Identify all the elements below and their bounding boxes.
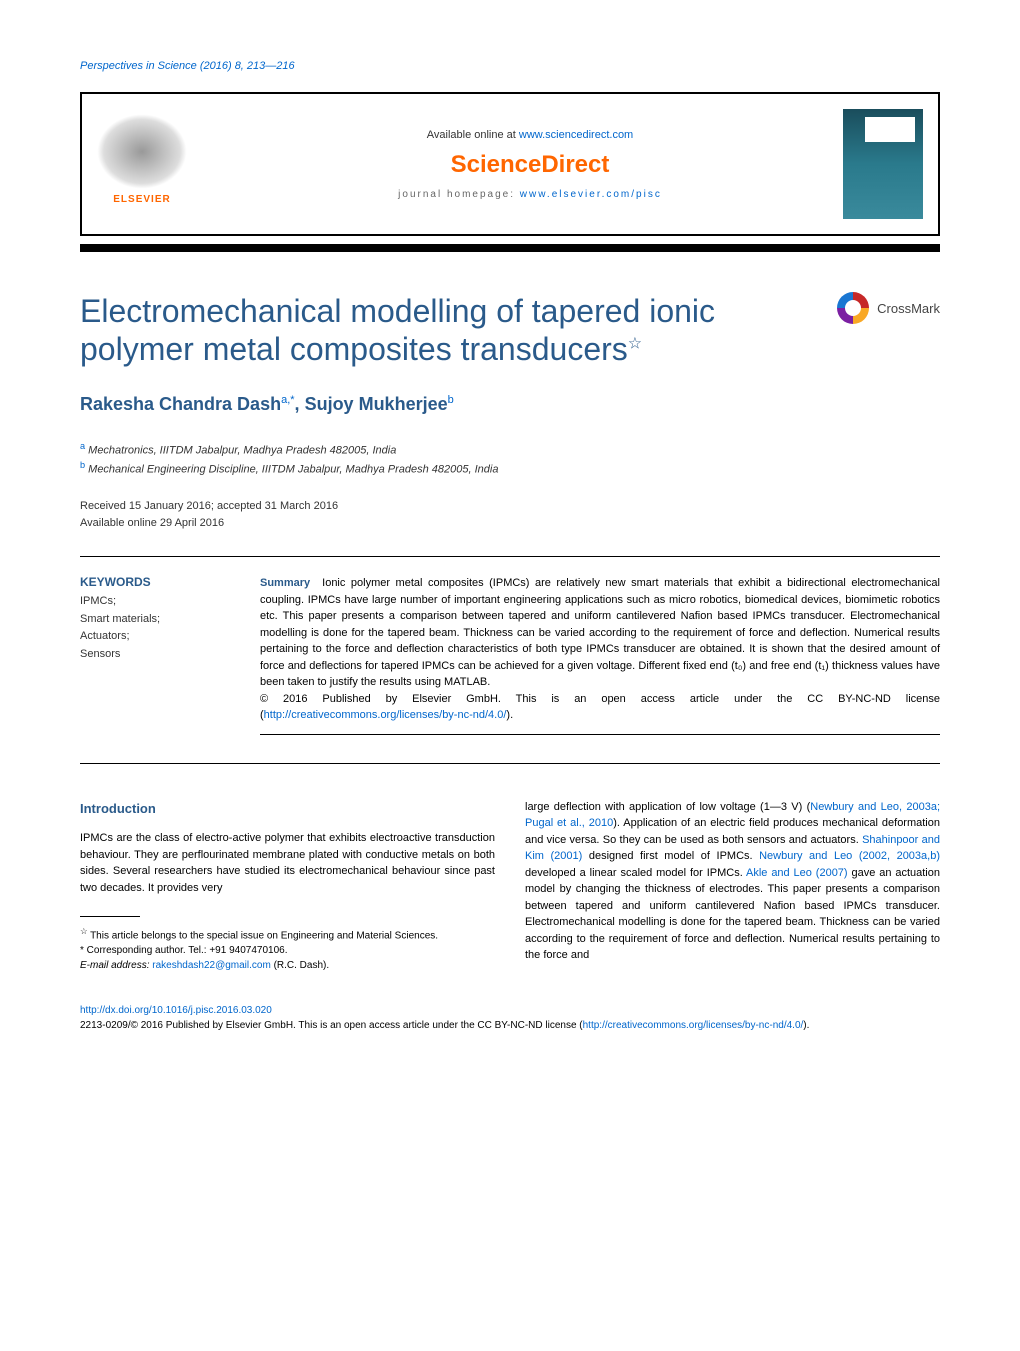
r-text-c: designed first model of IPMCs. <box>582 850 759 862</box>
doi-link[interactable]: http://dx.doi.org/10.1016/j.pisc.2016.03… <box>80 1003 940 1018</box>
r-text-a: large deflection with application of low… <box>525 801 810 813</box>
elsevier-label: ELSEVIER <box>97 194 187 205</box>
sciencedirect-url[interactable]: www.sciencedirect.com <box>519 129 633 141</box>
issn-copy-text: 2213-0209/© 2016 Published by Elsevier G… <box>80 1020 583 1031</box>
header-divider-bar <box>80 244 940 252</box>
author-1-sup: a,* <box>281 394 294 406</box>
footnote-special-issue: ☆ This article belongs to the special is… <box>80 925 495 943</box>
header-center: Available online at www.sciencedirect.co… <box>217 129 843 200</box>
body-columns: Introduction IPMCs are the class of elec… <box>80 799 940 974</box>
footnote-1-text: This article belongs to the special issu… <box>87 930 438 941</box>
sciencedirect-logo: ScienceDirect <box>217 151 843 179</box>
affiliations: a Mechatronics, IIITDM Jabalpur, Madhya … <box>80 440 940 478</box>
aff-a-text: Mechatronics, IIITDM Jabalpur, Madhya Pr… <box>85 444 396 456</box>
elsevier-tree-icon <box>97 114 187 189</box>
intro-paragraph-right: large deflection with application of low… <box>525 799 940 964</box>
author-2-name: Sujoy Mukherjee <box>305 394 448 414</box>
received-accepted: Received 15 January 2016; accepted 31 Ma… <box>80 498 940 515</box>
copyright-close: ). <box>506 709 513 721</box>
footnote-separator <box>80 916 140 917</box>
journal-reference: Perspectives in Science (2016) 8, 213—21… <box>80 60 940 72</box>
title-text: Electromechanical modelling of tapered i… <box>80 293 715 367</box>
summary-copyright: © 2016 Published by Elsevier GmbH. This … <box>260 691 940 724</box>
keywords-column: KEYWORDS IPMCs; Smart materials; Actuato… <box>80 575 230 745</box>
email-address[interactable]: rakeshdash22@gmail.com <box>152 960 271 971</box>
crossmark-icon <box>837 292 869 324</box>
crossmark-label: CrossMark <box>877 301 940 316</box>
available-prefix: Available online at <box>427 129 519 141</box>
keyword-2: Smart materials; <box>80 611 230 629</box>
affiliation-b: b Mechanical Engineering Discipline, III… <box>80 459 940 478</box>
homepage-prefix: journal homepage: <box>398 189 520 200</box>
r-text-d: developed a linear scaled model for IPMC… <box>525 867 746 879</box>
keyword-4: Sensors <box>80 646 230 664</box>
footer-close: ). <box>803 1020 809 1031</box>
summary-text: Ionic polymer metal composites (IPMCs) a… <box>260 577 940 688</box>
email-suffix: (R.C. Dash). <box>271 960 329 971</box>
email-label: E-mail address: <box>80 960 152 971</box>
title-row: Electromechanical modelling of tapered i… <box>80 292 940 369</box>
elsevier-logo: ELSEVIER <box>97 114 187 214</box>
keywords-list: IPMCs; Smart materials; Actuators; Senso… <box>80 593 230 663</box>
available-online: Available online 29 April 2016 <box>80 515 940 532</box>
ref-akle-2007[interactable]: Akle and Leo (2007) <box>746 867 848 879</box>
aff-b-text: Mechanical Engineering Discipline, IIITD… <box>85 464 498 476</box>
footnote-email: E-mail address: rakeshdash22@gmail.com (… <box>80 958 495 973</box>
introduction-heading: Introduction <box>80 799 495 819</box>
journal-cover-thumbnail <box>843 109 923 219</box>
license-link[interactable]: http://creativecommons.org/licenses/by-n… <box>264 709 507 721</box>
summary-paragraph: SummaryIonic polymer metal composites (I… <box>260 575 940 691</box>
footnote-corresponding: * Corresponding author. Tel.: +91 940747… <box>80 943 495 958</box>
title-footnote-star: ☆ <box>628 336 642 353</box>
ref-newbury-2002[interactable]: Newbury and Leo (2002, 2003a,b) <box>759 850 940 862</box>
crossmark-badge[interactable]: CrossMark <box>837 292 940 324</box>
journal-homepage: journal homepage: www.elsevier.com/pisc <box>217 189 843 200</box>
page-footer: http://dx.doi.org/10.1016/j.pisc.2016.03… <box>80 1003 940 1033</box>
abstract-box: KEYWORDS IPMCs; Smart materials; Actuato… <box>80 556 940 764</box>
keyword-3: Actuators; <box>80 628 230 646</box>
affiliation-a: a Mechatronics, IIITDM Jabalpur, Madhya … <box>80 440 940 459</box>
article-dates: Received 15 January 2016; accepted 31 Ma… <box>80 498 940 531</box>
authors: Rakesha Chandra Dasha,*, Sujoy Mukherjee… <box>80 394 940 415</box>
homepage-link[interactable]: www.elsevier.com/pisc <box>520 189 662 200</box>
journal-header: ELSEVIER Available online at www.science… <box>80 92 940 236</box>
summary-column: SummaryIonic polymer metal composites (I… <box>260 575 940 745</box>
keyword-1: IPMCs; <box>80 593 230 611</box>
footer-copyright: 2213-0209/© 2016 Published by Elsevier G… <box>80 1018 940 1033</box>
author-2-sup: b <box>448 394 454 406</box>
available-online-text: Available online at www.sciencedirect.co… <box>217 129 843 141</box>
article-title: Electromechanical modelling of tapered i… <box>80 292 800 369</box>
keywords-heading: KEYWORDS <box>80 575 230 589</box>
r-text-e: gave an actuation model by changing the … <box>525 867 940 962</box>
footnotes: ☆ This article belongs to the special is… <box>80 925 495 973</box>
footer-license-link[interactable]: http://creativecommons.org/licenses/by-n… <box>583 1020 804 1031</box>
intro-paragraph-left: IPMCs are the class of electro-active po… <box>80 830 495 896</box>
summary-bottom-rule <box>260 734 940 735</box>
author-1-name: Rakesha Chandra Dash <box>80 394 281 414</box>
right-column: large deflection with application of low… <box>525 799 940 974</box>
left-column: Introduction IPMCs are the class of elec… <box>80 799 495 974</box>
summary-heading: Summary <box>260 577 310 589</box>
